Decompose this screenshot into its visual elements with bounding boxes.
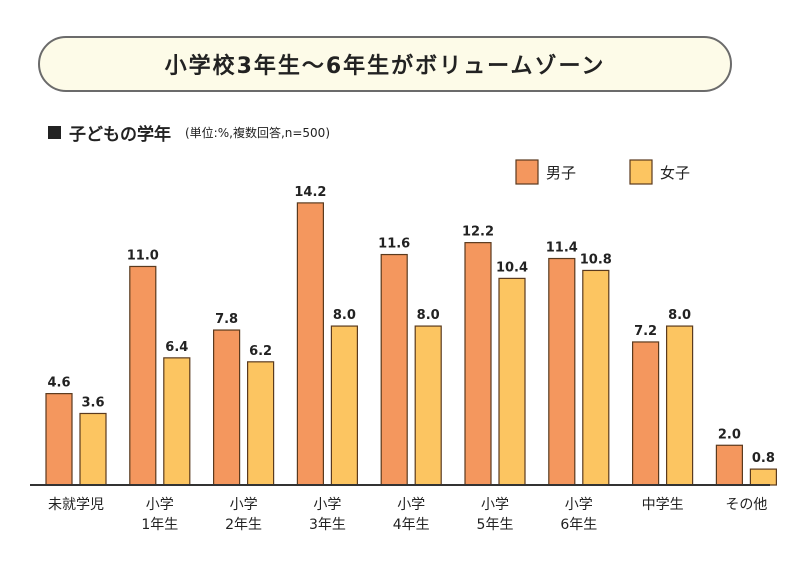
value-label-female-2: 6.2 bbox=[249, 344, 272, 359]
category-label-2-line-0: 小学 bbox=[230, 497, 258, 513]
category-label-6-line-1: 6年生 bbox=[560, 517, 597, 533]
bar-male-1 bbox=[129, 265, 157, 486]
legend-male-swatch bbox=[515, 159, 539, 185]
value-label-male-4: 11.6 bbox=[378, 237, 410, 252]
value-label-male-2: 7.8 bbox=[215, 312, 238, 327]
bar-female-2 bbox=[247, 361, 275, 486]
chart-title: 小学校3年生～6年生がボリュームゾーン bbox=[164, 54, 606, 79]
value-label-female-3: 8.0 bbox=[333, 308, 356, 323]
bar-male-6 bbox=[548, 257, 576, 486]
category-label-1-line-0: 小学 bbox=[146, 497, 174, 513]
bar-male-7 bbox=[631, 341, 660, 486]
bar-male-4 bbox=[380, 253, 408, 486]
bar-male-3 bbox=[296, 202, 324, 486]
category-label-5-line-0: 小学 bbox=[481, 497, 509, 513]
bar-male-8 bbox=[715, 444, 744, 486]
value-label-male-6: 11.4 bbox=[546, 241, 578, 256]
category-label-4-line-1: 4年生 bbox=[393, 517, 430, 533]
value-label-female-5: 10.4 bbox=[496, 260, 528, 275]
category-label-2-line-1: 2年生 bbox=[225, 517, 262, 533]
value-label-male-1: 11.0 bbox=[127, 248, 159, 263]
category-label-4-line-0: 小学 bbox=[397, 497, 425, 513]
category-label-7-line-0: 中学生 bbox=[642, 497, 684, 513]
category-label-0-line-0: 未就学児 bbox=[48, 497, 104, 513]
subtitle: 子どもの学年 (単位:%,複数回答,n=500) bbox=[48, 120, 330, 145]
bar-female-8 bbox=[749, 468, 778, 486]
bar-male-0 bbox=[45, 393, 73, 486]
bullet-square-icon bbox=[48, 126, 61, 139]
category-label-8-line-0: その他 bbox=[725, 497, 767, 513]
value-label-male-7: 7.2 bbox=[634, 324, 657, 339]
bar-female-0 bbox=[79, 412, 107, 486]
value-label-male-5: 12.2 bbox=[462, 225, 494, 240]
bar-female-3 bbox=[330, 325, 358, 486]
value-label-male-3: 14.2 bbox=[294, 185, 326, 200]
value-label-female-1: 6.4 bbox=[165, 340, 188, 355]
legend-male-label: 男子 bbox=[546, 164, 576, 182]
value-label-female-7: 8.0 bbox=[668, 308, 691, 323]
bar-male-5 bbox=[464, 242, 492, 486]
bar-female-4 bbox=[414, 325, 442, 486]
value-label-female-4: 8.0 bbox=[417, 308, 440, 323]
value-label-female-8: 0.8 bbox=[752, 451, 775, 466]
subtitle-main: 子どもの学年 bbox=[69, 125, 171, 145]
bar-female-1 bbox=[163, 357, 191, 486]
legend-female-swatch bbox=[629, 159, 653, 185]
value-label-female-0: 3.6 bbox=[81, 395, 104, 410]
category-label-3-line-1: 3年生 bbox=[309, 517, 346, 533]
chart-title-box: 小学校3年生～6年生がボリュームゾーン bbox=[38, 36, 732, 92]
value-label-male-0: 4.6 bbox=[47, 376, 70, 391]
bar-female-7 bbox=[665, 325, 694, 486]
value-label-female-6: 10.8 bbox=[580, 252, 612, 267]
category-label-1-line-1: 1年生 bbox=[141, 517, 178, 533]
bar-female-6 bbox=[582, 269, 610, 486]
legend-female-label: 女子 bbox=[660, 164, 690, 182]
category-label-3-line-0: 小学 bbox=[313, 497, 341, 513]
category-label-5-line-1: 5年生 bbox=[477, 517, 514, 533]
value-label-male-8: 2.0 bbox=[718, 427, 741, 442]
bar-female-5 bbox=[498, 277, 526, 486]
subtitle-note: (単位:%,複数回答,n=500) bbox=[185, 126, 331, 140]
bar-male-2 bbox=[213, 329, 241, 486]
category-label-6-line-0: 小学 bbox=[565, 497, 593, 513]
